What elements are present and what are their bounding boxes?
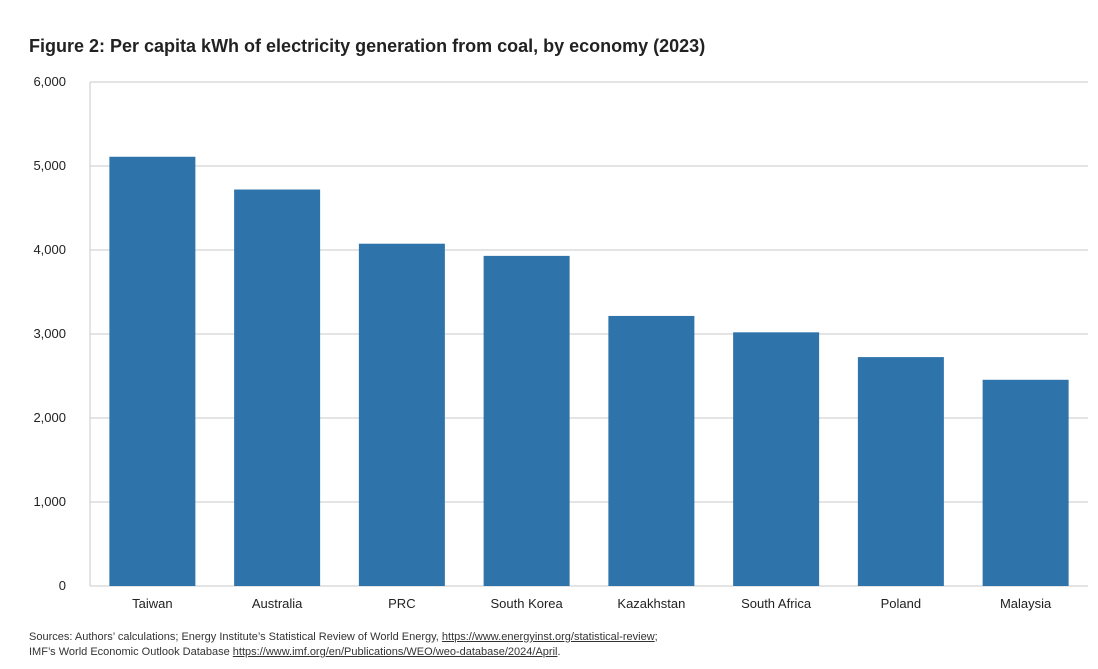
bar-malaysia bbox=[982, 379, 1069, 586]
sources-prefix-2: IMF’s World Economic Outlook Database bbox=[29, 646, 233, 658]
y-tick-label: 0 bbox=[59, 578, 66, 593]
x-tick-label: Poland bbox=[881, 596, 921, 611]
sources-line-2: IMF’s World Economic Outlook Database ht… bbox=[29, 645, 658, 660]
y-tick-label: 6,000 bbox=[33, 74, 66, 89]
x-tick-label: Australia bbox=[252, 596, 303, 611]
x-tick-label: Kazakhstan bbox=[617, 596, 685, 611]
bar-australia bbox=[234, 189, 321, 586]
bar-south-korea bbox=[483, 255, 570, 586]
bar-kazakhstan bbox=[608, 315, 695, 586]
y-tick-label: 3,000 bbox=[33, 326, 66, 341]
x-tick-label: Malaysia bbox=[1000, 596, 1052, 611]
x-tick-label: South Africa bbox=[741, 596, 812, 611]
sources-note: Sources: Authors’ calculations; Energy I… bbox=[29, 630, 658, 660]
y-tick-label: 2,000 bbox=[33, 410, 66, 425]
bar-prc bbox=[358, 243, 445, 586]
sources-prefix-1: Sources: Authors’ calculations; Energy I… bbox=[29, 631, 442, 643]
x-tick-label: PRC bbox=[388, 596, 415, 611]
bars bbox=[109, 156, 1069, 586]
y-tick-label: 5,000 bbox=[33, 158, 66, 173]
y-tick-label: 1,000 bbox=[33, 494, 66, 509]
y-tick-label: 4,000 bbox=[33, 242, 66, 257]
bar-poland bbox=[857, 357, 944, 586]
energy-institute-link[interactable]: https://www.energyinst.org/statistical-r… bbox=[441, 631, 655, 643]
bar-chart: 0 1,000 2,000 3,000 4,000 5,000 6,000 Taiwan Au… bbox=[33, 74, 1088, 611]
imf-weo-link[interactable]: https://www.imf.org/en/Publications/WEO/… bbox=[232, 646, 558, 658]
sources-suffix-2: . bbox=[557, 646, 561, 658]
bar-south-africa bbox=[733, 332, 820, 586]
sources-suffix-1: ; bbox=[654, 631, 658, 643]
x-axis-ticks: Taiwan Australia PRC South Korea Kazakhstan S… bbox=[132, 596, 1052, 611]
sources-line-1: Sources: Authors’ calculations; Energy I… bbox=[29, 630, 658, 645]
y-axis-ticks: 0 1,000 2,000 3,000 4,000 5,000 6,000 bbox=[33, 74, 66, 593]
chart-title: Figure 2: Per capita kWh of electricity … bbox=[29, 36, 706, 56]
bar-taiwan bbox=[109, 156, 196, 586]
x-tick-label: Taiwan bbox=[132, 596, 172, 611]
x-tick-label: South Korea bbox=[490, 596, 563, 611]
